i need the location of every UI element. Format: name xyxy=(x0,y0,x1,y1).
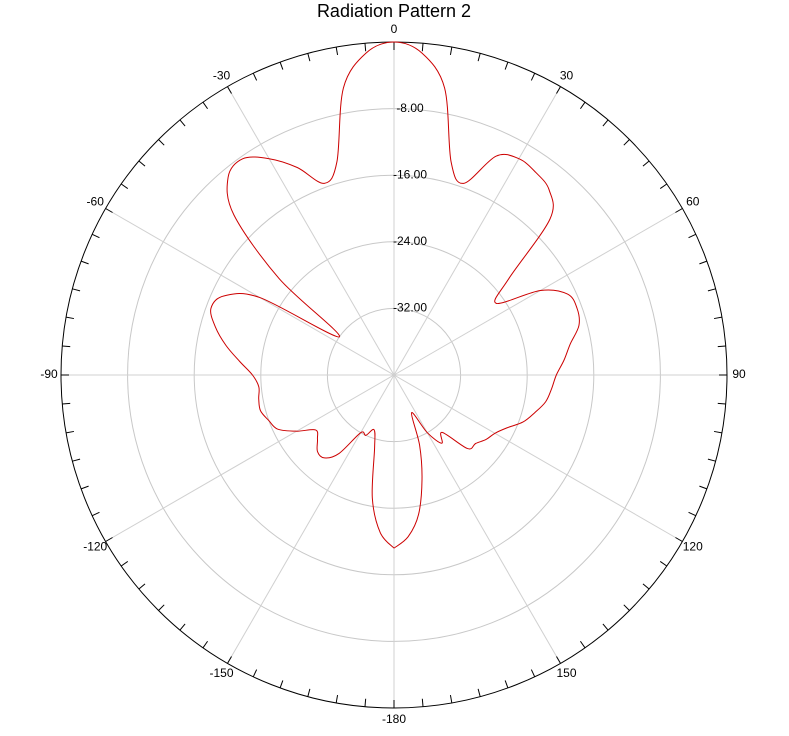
theta-tick-label: -90 xyxy=(40,367,58,381)
minor-tick xyxy=(65,316,75,320)
minor-tick xyxy=(72,458,81,462)
grid-spoke xyxy=(227,86,395,376)
theta-tick-label: -30 xyxy=(213,68,231,82)
minor-tick xyxy=(707,288,716,292)
theta-tick-label: -180 xyxy=(382,712,406,726)
minor-tick xyxy=(179,119,186,127)
minor-tick xyxy=(138,160,146,167)
minor-tick xyxy=(707,458,716,462)
theta-tick-label: 0 xyxy=(391,22,398,36)
theta-tick-label: 90 xyxy=(732,367,746,381)
minor-tick xyxy=(65,430,75,434)
minor-tick xyxy=(659,183,668,189)
minor-tick xyxy=(105,208,113,213)
r-tick-label: -24.00 xyxy=(393,234,427,248)
minor-tick xyxy=(449,694,453,704)
minor-tick xyxy=(477,53,481,62)
theta-tick-label: -120 xyxy=(83,540,107,554)
grid-spoke xyxy=(105,208,395,376)
minor-tick xyxy=(642,583,650,590)
minor-tick xyxy=(227,86,232,94)
minor-tick xyxy=(717,345,726,348)
minor-tick xyxy=(675,208,683,213)
grid-spoke xyxy=(105,374,395,542)
minor-tick xyxy=(717,402,726,405)
minor-tick xyxy=(252,669,258,678)
minor-tick xyxy=(449,46,453,56)
minor-tick xyxy=(80,485,89,490)
theta-tick-label: 120 xyxy=(683,540,703,554)
minor-tick xyxy=(279,61,284,70)
minor-tick xyxy=(602,623,609,631)
minor-tick xyxy=(80,260,89,265)
minor-tick xyxy=(477,688,481,697)
minor-tick xyxy=(105,537,113,542)
minor-tick xyxy=(138,583,146,590)
minor-tick xyxy=(556,656,561,664)
minor-tick xyxy=(202,101,208,110)
minor-tick xyxy=(699,260,708,265)
minor-tick xyxy=(252,72,258,81)
minor-tick xyxy=(335,694,339,704)
pattern-line xyxy=(210,41,580,549)
minor-tick xyxy=(504,61,509,70)
chart-title: Radiation Pattern 2 xyxy=(317,1,471,21)
minor-tick xyxy=(72,288,81,292)
minor-tick xyxy=(279,680,284,689)
minor-tick xyxy=(62,345,71,348)
minor-tick xyxy=(642,160,650,167)
r-tick-label: -32.00 xyxy=(393,301,427,315)
minor-tick xyxy=(307,53,311,62)
theta-tick-label: 60 xyxy=(686,195,700,209)
minor-tick xyxy=(120,561,129,567)
grid-spoke xyxy=(393,208,683,376)
minor-tick xyxy=(602,119,609,127)
minor-tick xyxy=(688,233,697,239)
minor-tick xyxy=(659,561,668,567)
minor-tick xyxy=(335,46,339,56)
minor-tick xyxy=(227,656,232,664)
minor-tick xyxy=(307,688,311,697)
grid-spoke xyxy=(393,374,561,664)
minor-tick xyxy=(421,698,424,707)
minor-tick xyxy=(688,511,697,517)
minor-tick xyxy=(91,233,100,239)
minor-tick xyxy=(158,604,165,611)
minor-tick xyxy=(530,72,536,81)
minor-tick xyxy=(580,101,586,110)
grid-spoke xyxy=(393,374,683,542)
theta-tick-label: 150 xyxy=(556,666,576,680)
theta-tick-label: -60 xyxy=(87,195,105,209)
theta-tick-label: -150 xyxy=(209,666,233,680)
minor-tick xyxy=(91,511,100,517)
minor-tick xyxy=(158,139,165,146)
minor-tick xyxy=(713,316,723,320)
minor-tick xyxy=(699,485,708,490)
minor-tick xyxy=(179,623,186,631)
minor-tick xyxy=(364,698,367,707)
minor-tick xyxy=(364,43,367,52)
minor-tick xyxy=(580,640,586,649)
r-tick-label: -16.00 xyxy=(393,167,427,181)
theta-tick-label: 30 xyxy=(560,68,574,82)
minor-tick xyxy=(120,183,129,189)
minor-tick xyxy=(62,402,71,405)
minor-tick xyxy=(623,604,630,611)
minor-tick xyxy=(713,430,723,434)
minor-tick xyxy=(530,669,536,678)
minor-tick xyxy=(202,640,208,649)
r-tick-label: -8.00 xyxy=(396,101,424,115)
minor-tick xyxy=(675,537,683,542)
grid-spoke xyxy=(227,374,395,664)
minor-tick xyxy=(623,139,630,146)
minor-tick xyxy=(556,86,561,94)
minor-tick xyxy=(421,43,424,52)
grid-spoke xyxy=(393,86,561,376)
minor-tick xyxy=(504,680,509,689)
